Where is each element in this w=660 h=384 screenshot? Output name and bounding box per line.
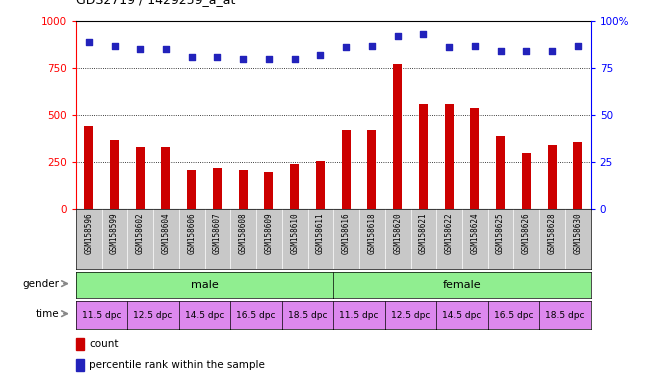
Point: [418, 31, 429, 37]
Bar: [574, 142, 582, 209]
Point: [470, 43, 480, 49]
Point: [341, 45, 352, 51]
Text: GSM158618: GSM158618: [368, 212, 376, 254]
Text: GSM158599: GSM158599: [110, 212, 119, 254]
Text: 11.5 dpc: 11.5 dpc: [339, 311, 379, 319]
Text: count: count: [89, 339, 119, 349]
Point: [393, 33, 403, 39]
Bar: [393, 65, 402, 209]
Bar: [76, 338, 84, 350]
Text: GSM158602: GSM158602: [136, 212, 145, 254]
Bar: [548, 145, 556, 209]
Text: 18.5 dpc: 18.5 dpc: [545, 311, 585, 319]
Point: [521, 48, 532, 54]
Point: [238, 56, 249, 62]
Bar: [368, 130, 376, 209]
Text: 14.5 dpc: 14.5 dpc: [185, 311, 224, 319]
Text: GSM158608: GSM158608: [239, 212, 248, 254]
Text: GSM158622: GSM158622: [445, 212, 453, 254]
Bar: [445, 104, 453, 209]
Bar: [187, 170, 196, 209]
Text: GDS2719 / 1429259_a_at: GDS2719 / 1429259_a_at: [76, 0, 235, 6]
Point: [367, 43, 378, 49]
Point: [161, 46, 172, 53]
Bar: [76, 359, 84, 371]
Text: GSM158604: GSM158604: [162, 212, 170, 254]
Text: GSM158630: GSM158630: [574, 212, 582, 254]
Point: [187, 54, 197, 60]
Bar: [213, 168, 222, 209]
Bar: [239, 170, 248, 209]
Bar: [342, 130, 350, 209]
Text: GSM158611: GSM158611: [316, 212, 325, 254]
Text: 18.5 dpc: 18.5 dpc: [288, 311, 327, 319]
Bar: [290, 164, 299, 209]
Text: male: male: [191, 280, 218, 290]
Bar: [419, 104, 428, 209]
Bar: [136, 147, 145, 209]
Text: 12.5 dpc: 12.5 dpc: [133, 311, 173, 319]
Point: [315, 52, 326, 58]
Text: gender: gender: [22, 279, 59, 289]
Point: [135, 46, 146, 53]
Text: 16.5 dpc: 16.5 dpc: [236, 311, 276, 319]
Text: 11.5 dpc: 11.5 dpc: [82, 311, 121, 319]
Text: female: female: [443, 280, 481, 290]
Bar: [496, 136, 505, 209]
Text: GSM158607: GSM158607: [213, 212, 222, 254]
Point: [444, 45, 455, 51]
Bar: [84, 126, 93, 209]
Point: [547, 48, 558, 54]
Text: GSM158606: GSM158606: [187, 212, 196, 254]
Text: 14.5 dpc: 14.5 dpc: [442, 311, 482, 319]
Text: GSM158628: GSM158628: [548, 212, 556, 254]
Point: [290, 56, 300, 62]
Text: 12.5 dpc: 12.5 dpc: [391, 311, 430, 319]
Bar: [316, 161, 325, 209]
Bar: [162, 147, 170, 209]
Point: [213, 54, 223, 60]
Text: GSM158626: GSM158626: [522, 212, 531, 254]
Text: GSM158616: GSM158616: [342, 212, 350, 254]
Text: GSM158624: GSM158624: [471, 212, 479, 254]
Bar: [265, 172, 273, 209]
Text: 16.5 dpc: 16.5 dpc: [494, 311, 533, 319]
Point: [264, 56, 275, 62]
Text: GSM158620: GSM158620: [393, 212, 402, 254]
Text: GSM158621: GSM158621: [419, 212, 428, 254]
Point: [83, 39, 94, 45]
Text: GSM158596: GSM158596: [84, 212, 93, 254]
Bar: [471, 108, 479, 209]
Text: time: time: [36, 309, 59, 319]
Text: GSM158625: GSM158625: [496, 212, 505, 254]
Text: GSM158609: GSM158609: [265, 212, 273, 254]
Text: percentile rank within the sample: percentile rank within the sample: [89, 360, 265, 370]
Point: [573, 43, 583, 49]
Text: GSM158610: GSM158610: [290, 212, 299, 254]
Point: [496, 48, 506, 54]
Bar: [522, 153, 531, 209]
Point: [110, 43, 120, 49]
Bar: [110, 140, 119, 209]
